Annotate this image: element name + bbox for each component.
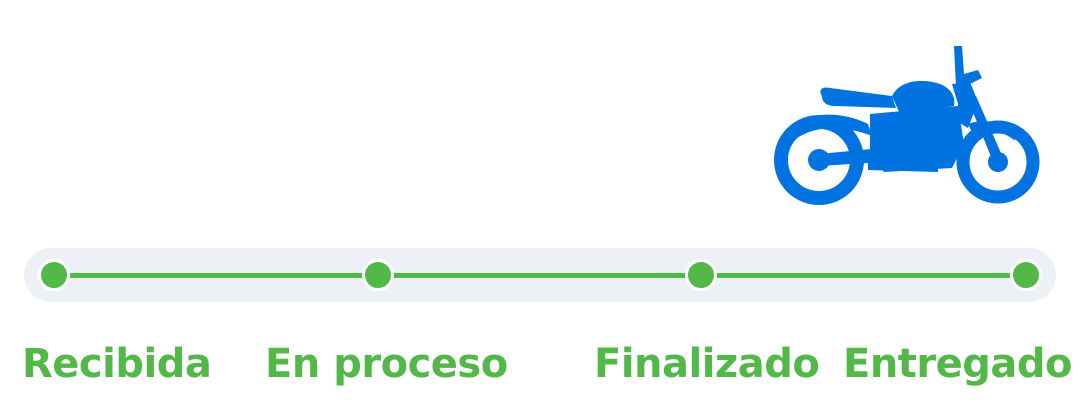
progress-segment [54, 273, 378, 278]
progress-segment [701, 273, 1026, 278]
progress-segment [378, 273, 701, 278]
step-label-recibida: Recibida [22, 341, 212, 387]
step-dot-en-proceso [362, 259, 394, 291]
step-label-finalizado: Finalizado [594, 341, 820, 387]
step-label-en-proceso: En proceso [265, 341, 508, 387]
step-label-entregado: Entregado [843, 341, 1073, 387]
motorcycle-icon [772, 44, 1044, 206]
step-dot-finalizado [685, 259, 717, 291]
step-dot-entregado [1010, 259, 1042, 291]
step-dot-recibida [38, 259, 70, 291]
